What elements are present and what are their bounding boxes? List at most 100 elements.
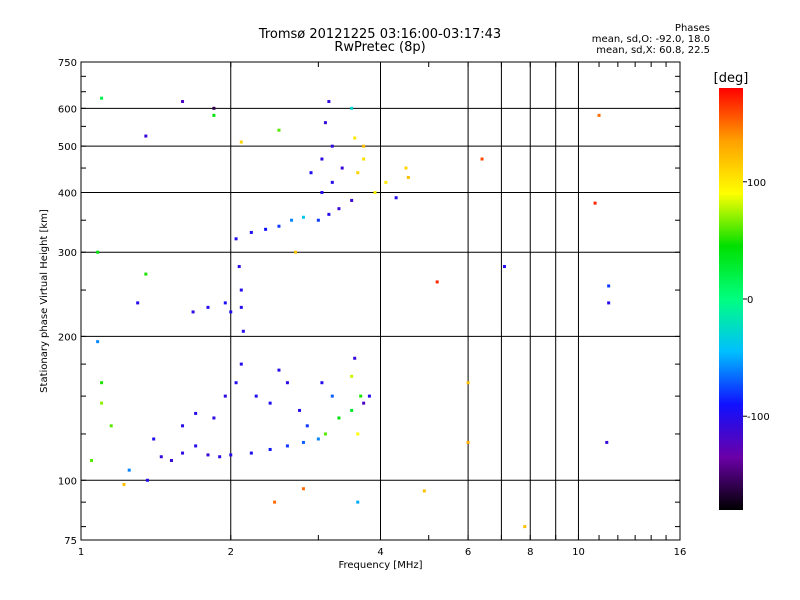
data-point <box>145 478 149 482</box>
data-point <box>239 305 243 309</box>
data-point <box>350 374 354 378</box>
data-point <box>301 487 305 491</box>
x-tick-label: 2 <box>228 547 234 558</box>
data-point <box>367 394 371 398</box>
y-tick-label: 200 <box>58 332 77 343</box>
data-point <box>239 140 243 144</box>
data-point <box>320 381 324 385</box>
chart-title: Tromsø 20121225 03:16:00-03:17:43 <box>258 27 502 42</box>
data-point <box>301 440 305 444</box>
data-point <box>223 394 227 398</box>
data-point <box>362 401 366 405</box>
data-point <box>194 411 198 415</box>
data-point <box>362 157 366 161</box>
data-point <box>323 432 327 436</box>
x-tick-label: 8 <box>527 547 533 558</box>
data-point <box>241 329 245 333</box>
data-point <box>127 468 131 472</box>
data-point <box>96 340 100 344</box>
data-point <box>264 227 268 231</box>
data-point <box>218 455 222 459</box>
data-point <box>466 440 470 444</box>
data-point <box>100 381 104 385</box>
y-tick-label: 600 <box>58 104 77 115</box>
data-point <box>290 218 294 222</box>
data-point <box>237 265 241 269</box>
x-tick-label: 10 <box>572 547 585 558</box>
colorbar-tick-label: 100 <box>747 178 766 189</box>
data-point <box>523 525 527 529</box>
data-point <box>480 157 484 161</box>
data-point <box>194 444 198 448</box>
colorbar-tick-label: 0 <box>747 295 753 306</box>
data-point <box>593 201 597 205</box>
data-point <box>362 144 366 148</box>
plot-frame <box>80 61 681 541</box>
data-point <box>229 310 233 314</box>
data-point <box>298 408 302 412</box>
data-point <box>330 180 334 184</box>
data-point <box>305 424 309 428</box>
x-tick-label: 6 <box>465 547 471 558</box>
data-point <box>353 356 357 360</box>
colorbar-tick-label: -100 <box>747 412 770 423</box>
data-point <box>234 381 238 385</box>
data-point <box>323 121 327 125</box>
data-point <box>330 394 334 398</box>
data-point <box>356 432 360 436</box>
data-point <box>96 250 100 254</box>
data-point <box>605 440 609 444</box>
data-point <box>239 288 243 292</box>
data-point <box>100 401 104 405</box>
data-point <box>254 394 258 398</box>
data-point <box>234 237 238 241</box>
data-point <box>90 458 94 462</box>
y-axis-label: Stationary phase Virtual Height [km] <box>39 209 50 393</box>
data-point <box>466 381 470 385</box>
data-point <box>285 444 289 448</box>
x-axis-label: Frequency [MHz] <box>338 560 422 571</box>
data-point <box>384 180 388 184</box>
data-point <box>191 310 195 314</box>
data-point <box>206 305 210 309</box>
data-point <box>316 218 320 222</box>
data-point <box>422 489 426 493</box>
data-point <box>340 166 344 170</box>
data-point <box>122 482 126 486</box>
data-point <box>337 416 341 420</box>
x-tick-label: 1 <box>78 547 84 558</box>
data-point <box>285 381 289 385</box>
data-point <box>502 265 506 269</box>
data-point <box>607 284 611 288</box>
data-point <box>249 230 253 234</box>
data-point <box>212 113 216 117</box>
data-point <box>223 301 227 305</box>
data-point <box>109 424 113 428</box>
colorbar-label: [deg] <box>714 71 749 86</box>
data-point <box>136 301 140 305</box>
data-point <box>607 301 611 305</box>
data-point <box>356 500 360 504</box>
data-point <box>212 416 216 420</box>
y-tick-label: 100 <box>58 476 77 487</box>
data-point <box>356 171 360 175</box>
data-point <box>301 215 305 219</box>
data-point <box>320 157 324 161</box>
chart-subtitle: RwPretec (8p) <box>334 40 426 55</box>
data-point <box>353 136 357 140</box>
data-point <box>350 408 354 412</box>
phase-x-stats: mean, sd,X: 60.8, 22.5 <box>596 45 710 56</box>
data-point <box>181 100 185 104</box>
data-point <box>435 280 439 284</box>
data-point <box>350 198 354 202</box>
phase-o-stats: mean, sd,O: -92.0, 18.0 <box>591 34 710 45</box>
y-tick-label: 300 <box>58 248 77 259</box>
data-point <box>152 437 156 441</box>
data-point <box>181 424 185 428</box>
data-point <box>294 250 298 254</box>
data-point <box>169 458 173 462</box>
data-point <box>159 455 163 459</box>
data-point <box>249 451 253 455</box>
data-point <box>597 113 601 117</box>
data-point <box>239 362 243 366</box>
